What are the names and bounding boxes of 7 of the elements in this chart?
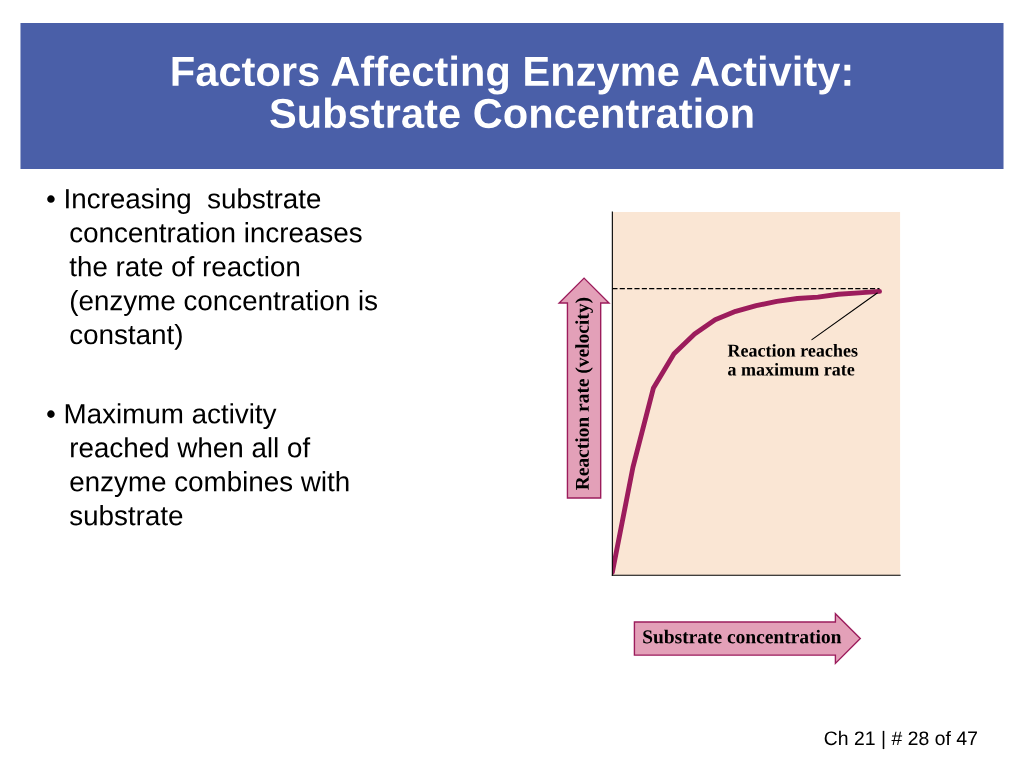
x-axis-title: Substrate concentration	[643, 629, 842, 644]
text: • Maximum activity reached when all of enzyme combines with substrate	[47, 403, 349, 526]
text: Ch 21 | # 28 of 47	[824, 730, 977, 750]
chart-title: Factors Affecting Enzyme Activity: Substrate Concentration	[172, 55, 851, 129]
y-axis-title: Reaction rate (velocity)	[575, 297, 593, 490]
annotation: Reaction reaches a maximum rate	[727, 344, 858, 376]
text: • Increasing substrate concentration increases the rate of reaction (enzyme concentration is constant)	[47, 188, 378, 350]
